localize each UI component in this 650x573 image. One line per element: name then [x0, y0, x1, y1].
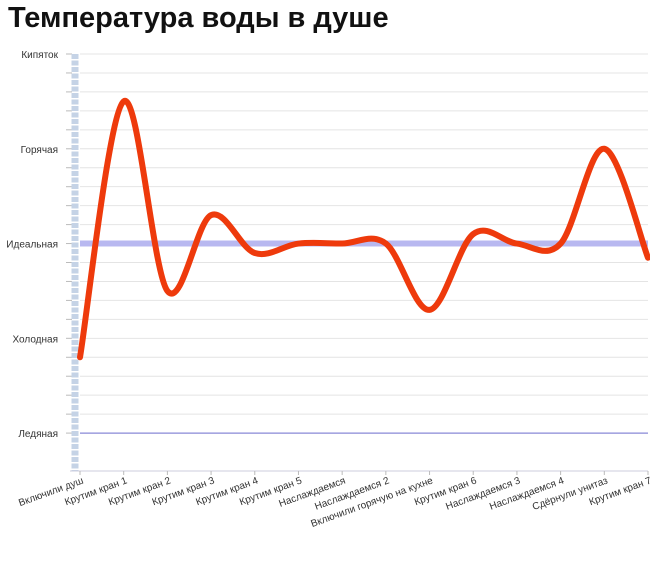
- temperature-line: [77, 98, 650, 361]
- y-tick-label: Ледяная: [18, 429, 58, 440]
- chart-title: Температура воды в душе: [8, 2, 389, 34]
- y-tick-label: Горячая: [21, 145, 58, 156]
- y-tick-label: Идеальная: [6, 240, 58, 251]
- y-tick-label: Кипяток: [21, 50, 58, 61]
- y-tick-label: Холодная: [12, 334, 58, 345]
